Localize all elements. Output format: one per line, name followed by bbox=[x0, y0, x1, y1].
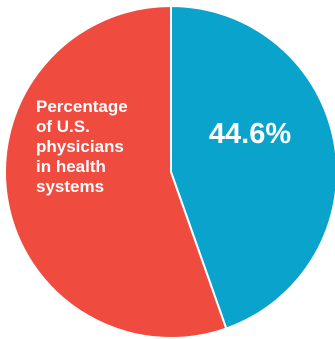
pie-slice-other bbox=[4, 5, 228, 339]
annotation-line-1: Percentage bbox=[36, 97, 128, 116]
slice-value-label: 44.6% bbox=[209, 118, 291, 150]
annotation-line-4: in health bbox=[36, 157, 106, 176]
pie-slices bbox=[4, 5, 335, 339]
annotation-line-3: physicians bbox=[36, 137, 124, 156]
annotation-line-5: systems bbox=[36, 177, 104, 196]
annotation-line-2: of U.S. bbox=[36, 117, 90, 136]
